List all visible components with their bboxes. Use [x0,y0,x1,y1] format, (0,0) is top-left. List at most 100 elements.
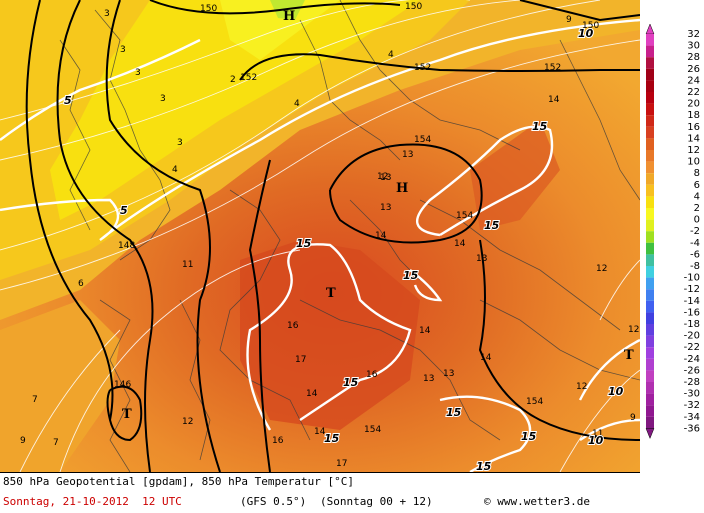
scale-swatch [646,150,654,162]
isotherm-label: 15 [446,406,462,419]
color-scale-legend: 32 30 28 26 24 22 20 18 16 14 12 10 8 6 4 2 0 -2 -4 -6 -8 -10… [640,0,704,472]
geo-label: 154 [414,135,431,145]
scale-swatch [646,324,654,336]
scale-swatch [646,80,654,92]
geo-label: 154 [526,397,543,407]
scale-top-arrow [645,23,655,35]
scale-label: -30 [684,389,700,400]
scale-swatch [646,370,654,382]
temp-label: 7 [53,438,59,448]
temp-label: 14 [306,389,318,399]
scale-swatch [646,173,654,185]
scale-label: 10 [687,157,700,168]
scale-swatch [646,45,654,58]
scale-label: -12 [684,284,700,295]
geopotential-labels: 150 150 150 152 152 152 154 154 154 148 … [114,2,599,435]
scale-label: 2 [694,203,700,214]
temp-label: 11 [182,260,193,270]
temp-label: 9 [566,15,572,25]
isotherm-label: 5 [64,94,72,107]
scale-swatch [646,242,654,255]
scale-label: 4 [694,191,700,202]
scale-swatch [646,68,654,81]
temp-label: 14 [480,353,492,363]
isotherm-label: 15 [532,120,548,133]
temp-label: 12 [576,382,587,392]
scale-label: -2 [690,226,700,237]
warm-core [240,240,420,430]
temp-label: 4 [294,99,300,109]
scale-label: -8 [690,261,700,272]
isotherm-label: 15 [484,219,500,232]
scale-swatch [646,277,654,290]
temp-label: 13 [402,150,413,160]
temp-label: 6 [78,279,84,289]
pressure-centres: H H T T T [122,9,634,422]
scale-bottom-arrow [645,428,655,440]
scale-label: 22 [687,87,700,98]
temp-label: 16 [287,321,299,331]
temp-label: 3 [120,45,126,55]
geo-label: 154 [456,211,473,221]
temp-label: 13 [476,254,487,264]
temp-label: 16 [272,436,284,446]
isotherms-thin [0,0,640,472]
scale-swatch [646,405,654,417]
scale-label: 6 [694,180,700,191]
scale-label: 16 [687,122,700,133]
scale-swatch [646,115,654,127]
temp-label: 3 [160,94,166,104]
temp-label: 12 [377,172,388,182]
temp-label: 17 [295,355,306,365]
light-yellow-zone [220,0,340,60]
isotherm-label: 15 [343,376,359,389]
temp-label: 7 [32,395,38,405]
geo-label: 150 [405,2,422,12]
isotherm-label: 15 [476,460,492,472]
scale-label: -32 [684,400,700,411]
scale-label: -6 [690,249,700,260]
temp-label: 17 [336,459,347,469]
isotherm-label: 15 [521,430,537,443]
low-pressure-symbol: T [122,407,132,422]
scale-label: -24 [684,354,700,365]
geo-label: 152 [240,73,257,83]
scale-label: 18 [687,110,700,121]
temp-label: 14 [548,95,560,105]
scale-swatch [646,92,654,104]
scale-swatch [646,335,654,348]
temp-label: 3 [104,9,110,19]
scale-label: -16 [684,307,700,318]
scale-swatch [646,254,654,266]
scale-swatch [646,289,654,301]
temp-label: 14 [314,427,326,437]
scale-label: -10 [684,273,700,284]
geo-label: 148 [118,241,135,251]
scale-swatch [646,34,654,46]
scale-label: 26 [687,64,700,75]
scale-label: -4 [690,238,700,249]
geo-label: 150 [200,4,217,14]
scale-swatch [646,382,654,394]
geo-label: 150 [582,21,599,31]
scale-label: -26 [684,365,700,376]
scale-label: 32 [687,29,700,40]
scale-label: -36 [684,423,700,434]
scale-swatch [646,103,654,116]
temp-label: 9 [630,413,636,423]
isotherm-label: 15 [296,237,312,250]
isotherm-label: 5 [120,204,128,217]
temp-label: 14 [375,231,387,241]
temp-label: 11 [592,429,603,439]
temp-label: 14 [419,326,431,336]
geo-label: 152 [544,63,561,73]
scale-swatch [646,196,654,208]
isotherms-thick [0,18,640,472]
scale-swatch [646,266,654,278]
scale-swatch [646,126,654,139]
map-footer: 850 hPa Geopotential [gpdam], 850 hPa Te… [0,472,640,513]
temp-label: 13 [443,369,454,379]
low-pressure-symbol: T [326,286,336,301]
temp-label: 9 [20,436,26,446]
temp-label: 12 [628,325,639,335]
